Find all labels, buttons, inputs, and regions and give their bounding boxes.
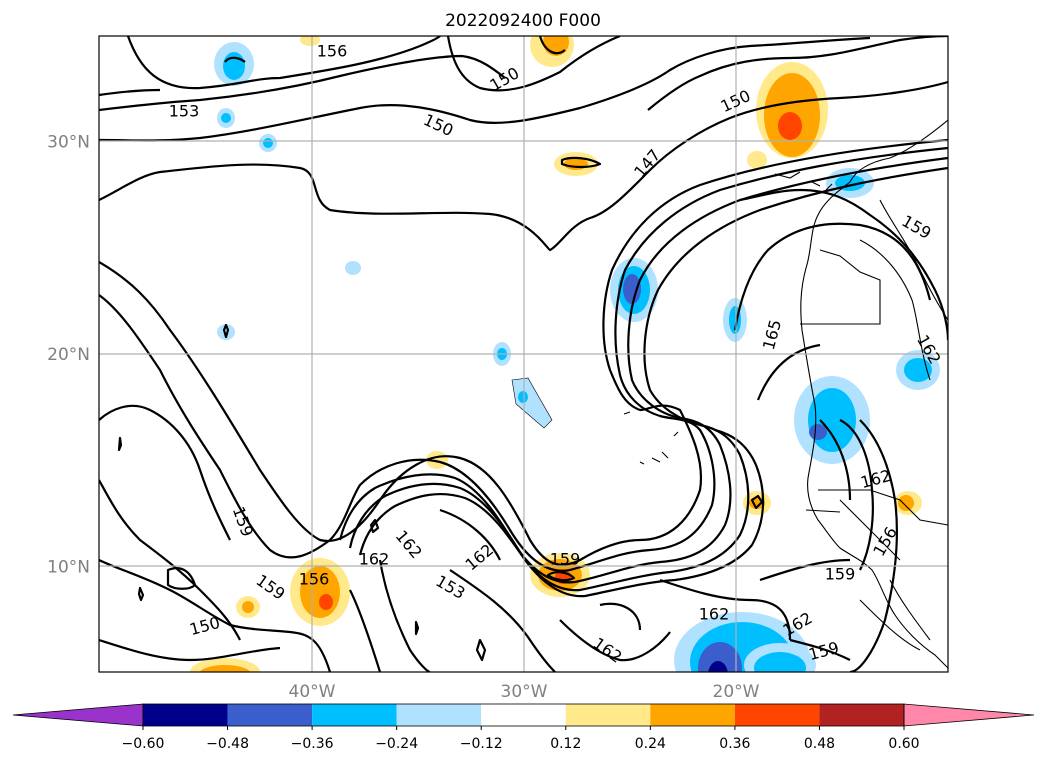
colorbar-bin: [227, 704, 313, 726]
colorbar-tick-label: 0.12: [550, 736, 581, 752]
colorbar-bin: [565, 704, 651, 726]
latitude-label: 30°N: [47, 133, 90, 153]
colorbar-bin: [312, 704, 397, 726]
longitude-label: 40°W: [289, 682, 336, 702]
coastlines: [623, 119, 948, 669]
contour-label: 159: [825, 565, 856, 584]
latitude-labels: 30°N 20°N 10°N: [47, 133, 90, 578]
colorbar-bin: [143, 704, 228, 726]
latitude-label: 10°N: [47, 558, 90, 578]
colorbar-tick-label: −0.36: [291, 736, 334, 752]
colorbar-bin: [734, 704, 820, 726]
latitude-label: 20°N: [47, 345, 90, 365]
contour-label: 162: [699, 605, 730, 624]
contour-label: 156: [299, 570, 330, 589]
contour-label: 159: [550, 550, 581, 569]
colorbar-bin: [650, 704, 735, 726]
longitude-label: 30°W: [501, 682, 548, 702]
colorbar-under-extension: [12, 703, 144, 727]
colorbar-bin: [396, 704, 482, 726]
figure-title: 2022092400 F000: [445, 11, 601, 31]
contour-label: 162: [359, 550, 390, 569]
colorbar-frame: [142, 703, 905, 727]
contour-label: 153: [169, 102, 200, 121]
colorbar-tick-label: −0.12: [460, 736, 503, 752]
contour-label: 156: [317, 42, 348, 61]
colorbar-tick-label: 0.60: [888, 736, 919, 752]
colorbar-tick-label: −0.24: [375, 736, 418, 752]
graticule: [99, 36, 948, 672]
colorbar-bin: [481, 704, 566, 726]
colorbar-tick-label: 0.24: [635, 736, 666, 752]
positive-anomaly-shading: [190, 36, 922, 672]
longitude-label: 20°W: [713, 682, 760, 702]
colorbar-over-extension: [903, 703, 1035, 727]
map-frame: [98, 35, 949, 673]
longitude-labels: 40°W 30°W 20°W: [289, 682, 760, 702]
colorbar-tick-label: −0.48: [206, 736, 249, 752]
colorbar-tick-label: 0.48: [804, 736, 835, 752]
colorbar-bin: [819, 704, 904, 726]
colorbar-tick-label: −0.60: [122, 736, 165, 752]
height-contours: [99, 36, 948, 672]
colorbar: −0.60 −0.48 −0.36 −0.24 −0.12 0.12 0.24 0.36 0.4…: [12, 703, 1035, 752]
colorbar-tick-label: 0.36: [719, 736, 750, 752]
